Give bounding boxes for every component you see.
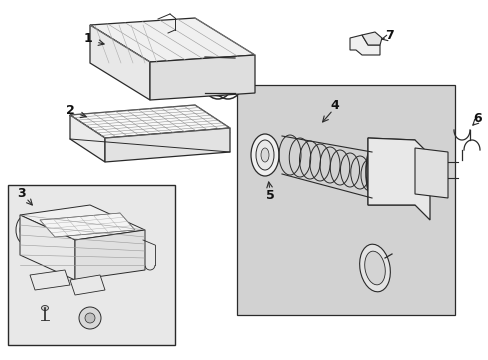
- Ellipse shape: [359, 244, 389, 292]
- Ellipse shape: [20, 221, 30, 239]
- Polygon shape: [90, 18, 254, 62]
- Polygon shape: [414, 148, 447, 198]
- Text: 7: 7: [385, 28, 393, 41]
- Ellipse shape: [256, 140, 273, 170]
- Polygon shape: [105, 128, 229, 162]
- Text: 2: 2: [65, 104, 74, 117]
- Ellipse shape: [224, 57, 245, 93]
- Ellipse shape: [41, 306, 48, 310]
- Polygon shape: [20, 215, 75, 280]
- Ellipse shape: [250, 134, 279, 176]
- Polygon shape: [70, 275, 105, 295]
- Polygon shape: [367, 138, 414, 205]
- Ellipse shape: [261, 148, 268, 162]
- Ellipse shape: [208, 61, 226, 89]
- Ellipse shape: [228, 64, 241, 86]
- Polygon shape: [40, 213, 135, 237]
- Text: 1: 1: [83, 32, 92, 45]
- Ellipse shape: [364, 251, 385, 285]
- Text: 4: 4: [330, 99, 339, 112]
- Circle shape: [85, 313, 95, 323]
- Polygon shape: [237, 85, 454, 315]
- Polygon shape: [8, 185, 175, 345]
- Polygon shape: [75, 230, 145, 280]
- Polygon shape: [361, 32, 381, 45]
- Circle shape: [79, 307, 101, 329]
- Text: 5: 5: [265, 189, 274, 202]
- Ellipse shape: [214, 69, 222, 81]
- Polygon shape: [20, 205, 145, 240]
- Text: 6: 6: [473, 112, 481, 125]
- Text: 3: 3: [18, 186, 26, 199]
- Polygon shape: [70, 105, 229, 138]
- Polygon shape: [367, 138, 429, 220]
- Polygon shape: [349, 35, 379, 55]
- Polygon shape: [70, 115, 105, 162]
- Polygon shape: [150, 55, 254, 100]
- Ellipse shape: [16, 216, 34, 244]
- Ellipse shape: [203, 54, 233, 96]
- Polygon shape: [30, 270, 70, 290]
- Polygon shape: [90, 25, 150, 100]
